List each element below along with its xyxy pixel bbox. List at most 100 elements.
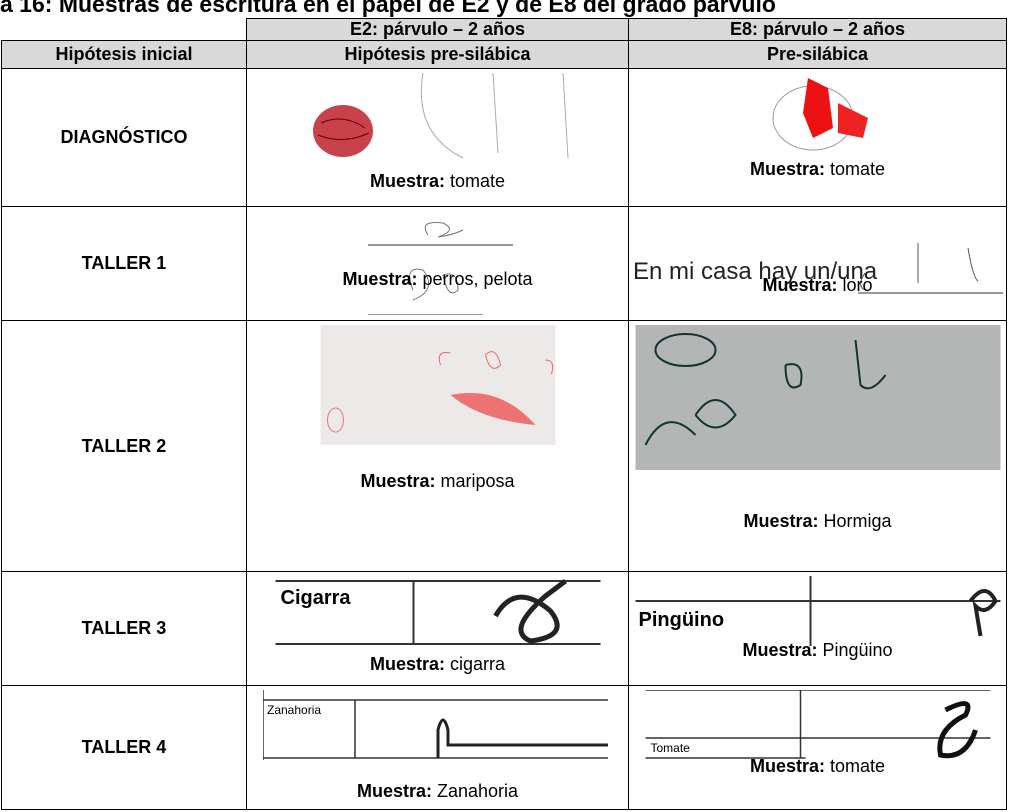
caption: Muestra: tomate <box>629 756 1006 777</box>
image-text: Zanahoria <box>267 703 321 717</box>
table-row: DIAGNÓSTICO Muestra: tomate Muestra: tomat… <box>1 68 1007 207</box>
subheader-cell: Pre-silábica <box>628 40 1007 69</box>
row-label: DIAGNÓSTICO <box>1 68 247 207</box>
caption-text: tomate <box>830 159 886 179</box>
sketch-stroke <box>326 407 344 433</box>
caption-label: Muestra: <box>749 159 825 179</box>
caption-label: Muestra: <box>369 171 445 191</box>
caption-label: Muestra: <box>762 275 838 295</box>
sketch-stroke <box>367 244 513 315</box>
sample-image <box>752 73 883 153</box>
row-label: TALLER 4 <box>1 685 247 810</box>
table-row: TALLER 4 Zanahoria Muestra: Zanahoria Tomat… <box>1 685 1007 810</box>
sample-cell: Muestra: tomate <box>246 68 629 207</box>
sketch-stroke <box>635 325 1000 470</box>
sketch-stroke <box>492 579 567 644</box>
samples-table: E2: párvulo – 2 años E8: párvulo – 2 años… <box>1 18 1007 810</box>
caption-text: perros, pelota <box>422 269 533 289</box>
column-header: E2: párvulo – 2 años <box>246 18 629 41</box>
sketch-stroke <box>438 351 553 375</box>
caption: Muestra: Hormiga <box>629 511 1006 532</box>
sketch-stroke <box>635 576 1000 646</box>
sample: Muestra: mariposa <box>247 321 628 571</box>
caption-text: Pingüino <box>822 640 893 660</box>
caption-text: cigarra <box>450 654 506 674</box>
table-row: TALLER 1 Muestra: perros, pelota En mi cas… <box>1 206 1007 321</box>
sketch-stroke <box>408 268 459 301</box>
sketch-stroke <box>654 333 716 367</box>
caption: Muestra: cigarra <box>247 654 628 675</box>
subheader-cell: Hipótesis inicial <box>1 40 247 69</box>
sketch-stroke <box>317 118 369 140</box>
sample: Muestra: tomate <box>247 69 628 206</box>
table-row: TALLER 3 Cigarra Muestra: cigarra Pingüino M… <box>1 571 1007 686</box>
header-row: E2: párvulo – 2 años E8: párvulo – 2 años <box>1 18 1007 41</box>
caption: Muestra: loro <box>629 275 1006 296</box>
sketch-stroke <box>802 78 833 138</box>
caption: Muestra: tomate <box>247 171 628 192</box>
sketch-stroke <box>424 222 463 238</box>
caption-label: Muestra: <box>749 756 825 776</box>
sample: Muestra: perros, pelota <box>247 207 628 320</box>
caption-label: Muestra: <box>742 640 818 660</box>
sample-cell: Muestra: perros, pelota <box>246 206 629 321</box>
caption-text: mariposa <box>440 471 515 491</box>
caption-label: Muestra: <box>360 471 436 491</box>
caption-text: tomate <box>450 171 506 191</box>
sample-cell: Pingüino Muestra: Pingüino <box>628 571 1007 686</box>
sample-image <box>357 215 518 315</box>
subheader-cell: Hipótesis pre-silábica <box>246 40 629 69</box>
image-text: Cigarra <box>280 587 351 609</box>
sample-image <box>320 325 555 445</box>
sample-image: En mi casa hay un/una <box>632 223 1003 313</box>
sample: Cigarra Muestra: cigarra <box>247 572 628 685</box>
caption: Muestra: perros, pelota <box>247 269 628 290</box>
caption-label: Muestra: <box>356 781 432 801</box>
caption: Muestra: Pingüino <box>629 640 1006 661</box>
sketch-stroke <box>859 243 978 292</box>
sketch-stroke <box>645 690 990 759</box>
sample-image: Cigarra <box>275 576 600 646</box>
sample: En mi casa hay un/una Muestra: loro <box>629 207 1006 320</box>
sample-cell: Cigarra Muestra: cigarra <box>246 571 629 686</box>
sample: Zanahoria Muestra: Zanahoria <box>247 686 628 809</box>
sample: Tomate Muestra: tomate <box>629 686 1006 809</box>
sketch-stroke <box>837 103 868 138</box>
sketch-stroke <box>436 718 608 758</box>
caption-text: Zanahoria <box>436 781 519 801</box>
sample-image: Zanahoria <box>262 690 613 760</box>
caption: Muestra: mariposa <box>247 471 628 492</box>
sketch-stroke <box>936 701 978 759</box>
sketch-stroke <box>420 73 568 159</box>
caption-text: loro <box>842 275 873 295</box>
caption-label: Muestra: <box>743 511 819 531</box>
sketch-stroke <box>644 339 886 446</box>
caption-label: Muestra: <box>342 269 418 289</box>
sample-cell: Zanahoria Muestra: Zanahoria <box>246 685 629 810</box>
image-text: Tomate <box>650 741 690 755</box>
sample-cell: Muestra: tomate <box>628 68 1007 207</box>
caption: Muestra: tomate <box>629 159 1006 180</box>
sketch-stroke <box>968 589 998 637</box>
caption: Muestra: Zanahoria <box>247 781 628 802</box>
sample-cell: Tomate Muestra: tomate <box>628 685 1007 810</box>
title: a 16: Muestras de escritura en el papel … <box>0 0 776 17</box>
sample: Muestra: Hormiga <box>629 321 1006 571</box>
subheader-row: Hipótesis inicial Hipótesis pre-silábica P… <box>1 40 1007 69</box>
caption-text: Hormiga <box>823 511 892 531</box>
caption-text: tomate <box>830 756 886 776</box>
caption-label: Muestra: <box>369 654 445 674</box>
blank-cell <box>1 18 247 41</box>
sample: Pingüino Muestra: Pingüino <box>629 572 1006 685</box>
sketch-stroke <box>262 690 608 760</box>
sample-image <box>302 73 573 163</box>
sample-cell: Muestra: Hormiga <box>628 320 1007 572</box>
table-row: TALLER 2 Muestra: mariposa Muestra: Hormig… <box>1 320 1007 572</box>
row-label: TALLER 3 <box>1 571 247 686</box>
sketch-stroke <box>450 393 535 425</box>
image-text: En mi casa hay un/una <box>633 258 878 285</box>
sample-cell: En mi casa hay un/una Muestra: loro <box>628 206 1007 321</box>
row-label: TALLER 2 <box>1 320 247 572</box>
column-header: E8: párvulo – 2 años <box>628 18 1007 41</box>
